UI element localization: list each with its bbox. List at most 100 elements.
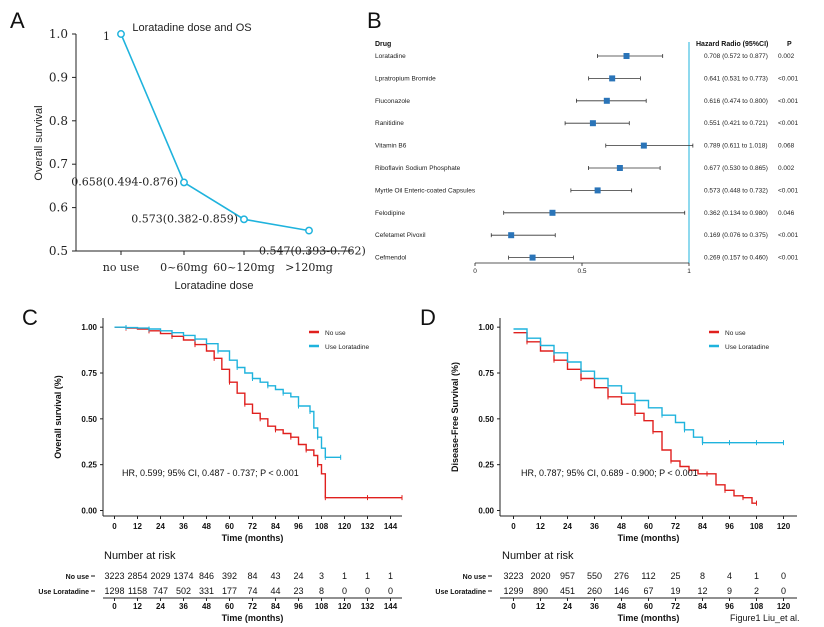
- x-axis-label: Loratadine dose: [175, 280, 254, 292]
- risk-x-tick-label: 72: [671, 602, 680, 611]
- p-value: 0.002: [778, 53, 795, 60]
- risk-value: 1: [342, 571, 347, 581]
- hr-ci-label: 0.551 (0.421 to 0.721): [704, 120, 768, 127]
- y-tick-label: 0.8: [49, 114, 68, 128]
- x-tick-label: 24: [563, 522, 572, 531]
- figure-caption: Figure1 Liu_et al.: [730, 613, 800, 623]
- x-axis-label: Time (months): [222, 533, 284, 543]
- risk-value: 67: [643, 586, 653, 596]
- x-tick-label: 36: [590, 522, 599, 531]
- x-tick-label: 108: [315, 522, 329, 531]
- risk-value: 0: [342, 586, 347, 596]
- risk-value: 3: [319, 571, 324, 581]
- risk-value: 1374: [173, 571, 193, 581]
- risk-value: 1158: [128, 586, 147, 596]
- dose-point: [305, 226, 313, 235]
- risk-value: 74: [247, 586, 257, 596]
- x-tick-label: 12: [133, 522, 142, 531]
- x-tick-label: 60: [225, 522, 234, 531]
- hr-ci-label: 0.169 (0.076 to 0.375): [704, 232, 768, 239]
- risk-x-tick-label: 60: [225, 602, 234, 611]
- x-tick-label: 48: [617, 522, 626, 531]
- y-tick-label: 0.7: [49, 157, 68, 171]
- risk-x-tick-label: 12: [133, 602, 142, 611]
- risk-value: 747: [153, 586, 168, 596]
- drug-label: Felodipine: [375, 210, 405, 217]
- risk-x-tick-label: 120: [338, 602, 352, 611]
- x-tick-label: 60~120mg: [213, 261, 275, 274]
- x-tick-label: 96: [725, 522, 734, 531]
- risk-row-label: No use: [66, 574, 89, 581]
- x-axis-label: Time (months): [618, 533, 680, 543]
- risk-value: 0: [781, 586, 786, 596]
- risk-value: 146: [614, 586, 629, 596]
- risk-value: 19: [670, 586, 680, 596]
- hr-point: [529, 254, 536, 261]
- risk-value: 1: [754, 571, 759, 581]
- x-tick-label: 0~60mg: [160, 261, 208, 274]
- p-value: 0.046: [778, 210, 795, 217]
- x-tick-label: no use: [103, 261, 139, 274]
- risk-value: 1: [388, 571, 393, 581]
- km-curve-use-loratadine: [114, 326, 341, 459]
- risk-x-tick-label: 24: [563, 602, 572, 611]
- risk-value: 8: [319, 586, 324, 596]
- drug-label: Lpratropium Bromide: [375, 75, 436, 82]
- x-tick-label: 108: [750, 522, 764, 531]
- risk-value: 2029: [150, 571, 170, 581]
- x-tick-label: >120mg: [285, 261, 333, 274]
- y-axis-label: Overall survival: [33, 105, 45, 180]
- risk-value: 1298: [104, 586, 124, 596]
- hr-ci-label: 0.708 (0.572 to 0.877): [704, 53, 768, 60]
- risk-value: 0: [365, 586, 370, 596]
- hr-ci-label: 0.641 (0.531 to 0.773): [704, 75, 768, 82]
- risk-value: 12: [697, 586, 707, 596]
- hr-point: [508, 232, 515, 239]
- y-tick-label: 1.0: [49, 27, 68, 41]
- y-tick-label: 0.50: [81, 415, 97, 424]
- risk-x-tick-label: 48: [617, 602, 626, 611]
- risk-x-tick-label: 36: [179, 602, 188, 611]
- risk-x-axis-label: Time (months): [222, 613, 284, 623]
- risk-value: 260: [587, 586, 602, 596]
- x-tick-label: 0: [511, 522, 516, 531]
- risk-row-label: Use Loratadine: [435, 589, 486, 596]
- y-axis-label: Disease-Free Survival (%): [450, 362, 460, 472]
- risk-x-tick-label: 72: [248, 602, 257, 611]
- hr-ci-label: 0.789 (0.611 to 1.018): [704, 143, 767, 150]
- hr-point: [589, 120, 596, 127]
- risk-x-tick-label: 132: [361, 602, 375, 611]
- risk-value: 8: [700, 571, 705, 581]
- risk-x-tick-label: 84: [271, 602, 280, 611]
- y-tick-label: 0.00: [81, 507, 97, 516]
- y-tick-label: 0.25: [478, 461, 494, 470]
- drug-label: Myrtle Oil Enteric-coated Capsules: [375, 187, 476, 194]
- p-value: <0.001: [778, 75, 798, 82]
- y-tick-label: 0.75: [478, 369, 494, 378]
- dose-line: [120, 33, 310, 232]
- y-tick-label: 1.00: [478, 323, 494, 332]
- point-label: 0.573(0.382-0.859): [131, 212, 238, 225]
- y-tick-label: 0.00: [478, 507, 494, 516]
- p-value: <0.001: [778, 187, 798, 194]
- hr-annotation: HR, 0.599; 95% CI, 0.487 - 0.737; P < 0.…: [122, 468, 299, 478]
- drug-label: Loratadine: [375, 53, 406, 60]
- x-tick-label: 84: [271, 522, 280, 531]
- risk-value: 3223: [104, 571, 124, 581]
- risk-value: 84: [247, 571, 257, 581]
- y-tick-label: 0.75: [81, 369, 97, 378]
- risk-x-tick-label: 96: [294, 602, 303, 611]
- risk-value: 502: [176, 586, 191, 596]
- panel-letter-a: A: [10, 8, 25, 33]
- legend-label: Use Loratadine: [325, 344, 369, 351]
- risk-value: 2020: [530, 571, 550, 581]
- risk-value: 24: [293, 571, 303, 581]
- risk-value: 0: [781, 571, 786, 581]
- risk-value: 2: [754, 586, 759, 596]
- point-label: 0.547(0.393-0.762): [259, 245, 366, 258]
- header-p: P: [787, 41, 792, 48]
- y-axis-label: Overall survival (%): [53, 375, 63, 459]
- x-tick-label: 120: [338, 522, 352, 531]
- x-tick-label: 144: [384, 522, 398, 531]
- drug-label: Cefetamet Pivoxil: [375, 232, 426, 239]
